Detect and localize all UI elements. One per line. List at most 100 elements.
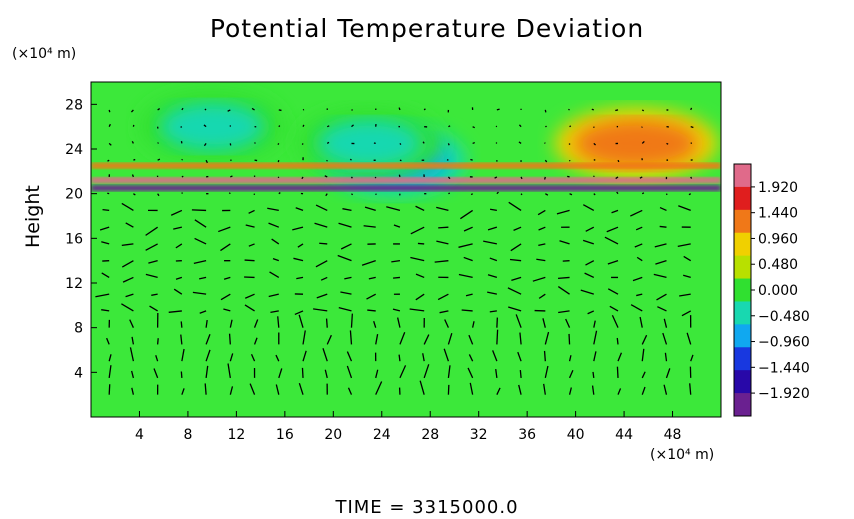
- wind-arrow: [278, 368, 283, 379]
- wind-arrow: [410, 226, 425, 235]
- wind-arrow: [397, 317, 401, 328]
- wind-arrow: [470, 158, 473, 161]
- wind-arrow: [641, 140, 645, 144]
- wind-arrow: [617, 388, 622, 395]
- wind-arrow: [468, 334, 474, 345]
- wind-arrow: [630, 304, 643, 312]
- wind-arrow: [443, 348, 450, 362]
- wind-arrow: [544, 159, 548, 163]
- wind-arrow: [544, 142, 546, 144]
- wind-arrow: [662, 332, 668, 345]
- wind-arrow: [520, 193, 523, 196]
- wind-arrow: [277, 159, 280, 163]
- wind-arrow: [519, 369, 522, 378]
- wind-arrow: [193, 260, 207, 264]
- wind-arrow: [180, 334, 183, 345]
- wind-arrow: [513, 226, 522, 231]
- wind-arrow: [439, 310, 449, 314]
- wind-arrow: [510, 243, 522, 252]
- wind-arrow: [180, 321, 183, 328]
- wind-arrow: [663, 384, 668, 395]
- wind-arrow: [641, 126, 643, 128]
- wind-arrow: [436, 206, 449, 212]
- wind-arrow: [301, 367, 304, 378]
- wind-arrow: [145, 226, 159, 236]
- colorbar-label: 1.920: [758, 180, 798, 196]
- wind-arrow: [268, 222, 280, 228]
- wind-arrow: [415, 205, 425, 212]
- wind-arrow: [585, 260, 595, 266]
- wind-arrow: [244, 304, 255, 312]
- y-tick-label: 24: [65, 142, 83, 158]
- wind-arrow: [635, 226, 643, 231]
- wind-arrow: [254, 142, 256, 144]
- wind-arrow: [518, 384, 522, 395]
- wind-arrow: [664, 352, 668, 362]
- wind-arrow: [537, 209, 546, 216]
- wind-arrow: [326, 334, 332, 345]
- wind-arrow: [398, 107, 401, 111]
- wind-arrow: [130, 370, 135, 379]
- wind-arrow: [203, 143, 207, 147]
- wind-arrow: [683, 255, 692, 262]
- wind-arrow: [181, 348, 185, 362]
- wind-arrow: [558, 310, 570, 314]
- wind-arrow: [157, 142, 159, 144]
- wind-arrow: [545, 193, 549, 196]
- wind-arrow: [205, 365, 209, 379]
- wind-arrow: [508, 201, 522, 211]
- wind-arrow: [297, 243, 304, 248]
- wind-arrow: [437, 293, 449, 301]
- wind-arrow: [690, 107, 693, 111]
- wind-arrow: [108, 109, 111, 113]
- wind-arrow: [565, 318, 571, 328]
- wind-arrow: [538, 226, 546, 231]
- wind-arrow: [204, 383, 207, 395]
- wind-arrow: [392, 308, 401, 312]
- wind-arrow: [653, 273, 667, 279]
- wind-arrow: [129, 319, 134, 328]
- wind-arrow: [468, 354, 474, 362]
- wind-arrow: [298, 314, 304, 328]
- y-tick-label: 16: [65, 231, 83, 247]
- wind-arrow: [458, 243, 473, 248]
- wind-arrow: [544, 365, 549, 379]
- wind-arrow: [363, 225, 376, 228]
- x-tick-label: 48: [664, 427, 682, 443]
- wind-arrow: [230, 175, 233, 178]
- wind-arrow: [458, 273, 473, 279]
- wind-arrow: [108, 354, 112, 362]
- wind-arrow: [665, 368, 671, 379]
- wind-arrow: [568, 387, 572, 395]
- wind-arrow: [347, 387, 353, 395]
- wind-arrow: [272, 257, 280, 262]
- x-axis: 4 8 12 16 20 24 28 32 36 40 44 48: [135, 411, 681, 443]
- band-5: [91, 177, 721, 184]
- wind-arrow: [593, 142, 596, 146]
- wind-arrow: [511, 276, 522, 282]
- wind-arrow: [301, 143, 304, 145]
- wind-arrow: [316, 293, 328, 299]
- wind-arrow: [315, 260, 328, 268]
- wind-arrow: [398, 174, 401, 178]
- wind-arrow: [181, 192, 183, 194]
- wind-arrow: [220, 293, 231, 301]
- wind-arrow: [630, 209, 643, 217]
- wind-arrow: [220, 243, 231, 252]
- wind-arrow: [271, 238, 280, 245]
- wind-arrow: [375, 381, 383, 395]
- wind-arrow: [447, 143, 450, 146]
- wind-arrow: [558, 276, 570, 280]
- wind-arrow: [636, 256, 643, 262]
- wind-arrow: [121, 243, 134, 247]
- y-axis: 4 8 12 16 20 24 28: [65, 97, 97, 381]
- wind-arrow: [223, 276, 231, 280]
- colorbar-segment: [734, 164, 751, 188]
- wind-arrow: [659, 206, 667, 212]
- wind-arrow: [302, 124, 305, 127]
- wind-arrow: [375, 333, 379, 345]
- wind-arrow: [587, 310, 595, 315]
- time-label: TIME = 3315000.0: [335, 497, 519, 518]
- wind-arrow: [145, 273, 158, 279]
- wind-arrow: [218, 226, 231, 233]
